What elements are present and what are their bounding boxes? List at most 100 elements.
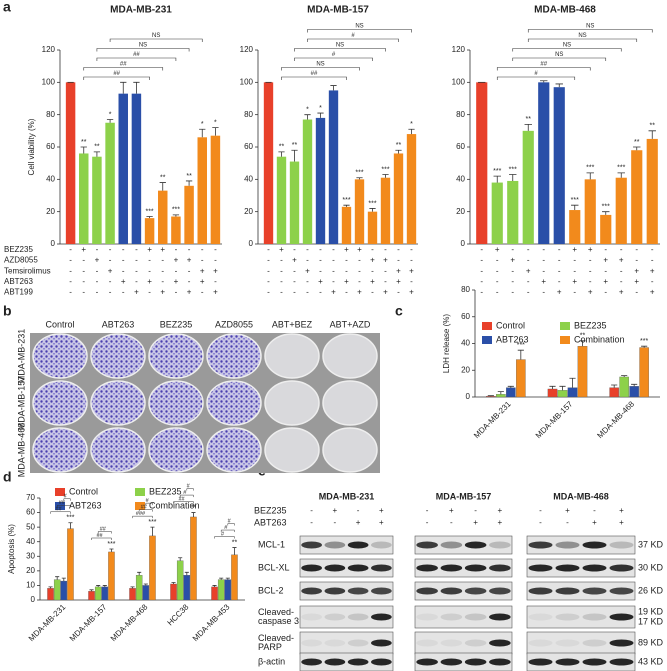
treatment-sign: - [620,266,623,275]
blot-band [528,587,553,595]
error-bar [569,377,576,388]
significance-label: *** [493,168,501,175]
treatment-sign: - [539,518,542,527]
panel-letter: a [3,0,11,15]
y-tick-label: 40 [456,174,465,183]
x-tick-label: MDA-MB-468 [595,399,636,440]
error-bar [611,384,618,388]
blot-strip [299,581,394,601]
treatment-sign: - [267,256,270,265]
treatment-sign: + [409,288,414,297]
y-tick-label: 80 [46,110,55,119]
blot-band [464,639,487,647]
bar [118,93,128,245]
dish [264,333,320,379]
significance-label: *** [640,338,648,345]
treatment-sign: - [267,277,270,286]
bracket [132,515,153,519]
error-bar [549,385,556,389]
bar [131,93,142,245]
treatment-sign: - [82,277,85,286]
blot-band [555,564,580,572]
y-tick-label: 40 [26,537,35,546]
treatment-sign: - [267,245,270,254]
blot-strip [414,558,513,578]
treatment-sign: - [293,266,296,275]
protein-label: Cleaved- [258,633,294,643]
significance-label: * [109,111,112,118]
bracket [97,531,112,534]
treatment-sign: - [280,256,283,265]
treatment-sign: - [122,256,125,265]
legend-label: Control [496,320,525,330]
treatment-sign: - [527,288,530,297]
treatment-sign: - [573,288,576,297]
treatment-sign: + [213,288,218,297]
treatment-sign: - [620,245,623,254]
blot-band [347,613,369,621]
treatment-sign: + [134,288,139,297]
treatment-sign: - [293,245,296,254]
error-bar [507,385,514,388]
treatment-sign: + [160,245,165,254]
significance-label: ** [160,174,166,181]
dish [148,380,204,426]
y-axis-label: Cell viability (%) [27,118,36,175]
error-bar [109,548,114,552]
treatment-sign: + [147,245,152,254]
significance-label: ** [279,144,285,151]
treatment-sign: + [318,277,323,286]
error-bar [106,119,114,123]
error-bar [89,589,94,592]
blot-band [301,613,322,621]
error-bar [150,526,155,536]
treatment-sign: - [69,266,72,275]
significance-label: *** [107,541,115,548]
bracket [307,29,412,33]
treatment-sign: - [384,266,387,275]
treatment-sign: - [511,266,514,275]
treatment-sign: - [188,277,191,286]
bar [142,585,150,601]
treatment-sign: - [474,506,477,515]
dish [264,427,320,473]
treatment-sign: - [542,245,545,254]
legend-swatch [135,502,145,510]
error-bar [102,585,107,587]
y-tick-label: 0 [461,239,466,248]
treatment-sign: + [588,288,593,297]
treatment-sign: - [357,506,360,515]
error-bar [184,571,189,576]
treatment-sign: - [306,256,309,265]
treatment-sign: - [450,518,453,527]
treatment-sign: - [397,288,400,297]
significance-label: * [306,107,309,114]
bar [615,177,627,244]
cell-line-label: MDA-MB-157 [16,376,26,431]
treatment-sign: - [332,245,335,254]
bracket [512,48,622,52]
bar [211,586,218,601]
treatment-sign: + [634,266,639,275]
y-tick-label: 30 [26,551,35,560]
significance-label: *** [145,208,153,215]
treatment-sign: + [565,506,570,515]
treatment-sign: - [306,277,309,286]
blot-band [301,639,322,647]
error-bar [540,80,548,83]
treatment-sign: + [344,245,349,254]
significance-label: *** [381,166,389,173]
treatment-sign: + [409,266,414,275]
blot-band [324,541,346,549]
treatment-sign: + [331,288,336,297]
treatment-sign: - [96,245,99,254]
bar [354,179,365,244]
blot-band [347,587,369,595]
bracket [527,38,638,42]
treatment-sign: + [498,506,503,515]
blot-band [464,564,487,572]
treatment-sign: - [635,288,638,297]
y-tick-label: 60 [456,142,465,151]
